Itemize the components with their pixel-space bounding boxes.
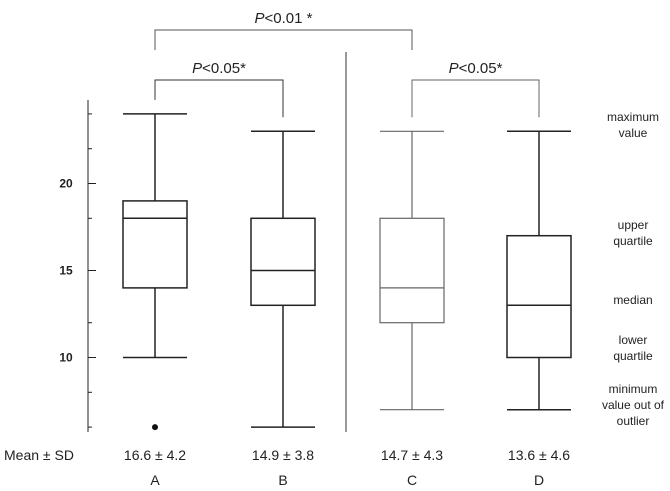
significance-threshold: <0.01 bbox=[265, 10, 307, 27]
annotation-line: value out of bbox=[602, 398, 665, 412]
significance-star: * bbox=[497, 60, 503, 77]
annotation-line: upper bbox=[618, 218, 649, 232]
annotation-line: median bbox=[613, 293, 652, 307]
box-B bbox=[250, 217, 316, 307]
annotation-line: value bbox=[619, 126, 648, 140]
annotation-4: lower quartile bbox=[613, 333, 653, 363]
category-label-A: A bbox=[150, 472, 160, 488]
y-tick-label: 20 bbox=[59, 177, 73, 191]
outlier-point-A bbox=[152, 424, 158, 431]
category-label-B: B bbox=[278, 472, 287, 488]
annotation-line: maximum bbox=[607, 110, 659, 124]
category-label-D: D bbox=[534, 472, 544, 488]
annotation-line: outlier bbox=[617, 414, 650, 428]
significance-bracket bbox=[411, 79, 540, 118]
stat-value-C: 14.7 ± 4.3 bbox=[381, 447, 443, 463]
significance-star: * bbox=[307, 10, 313, 27]
stat-value-D: 13.6 ± 4.6 bbox=[508, 447, 570, 463]
significance-threshold: <0.05 bbox=[202, 60, 240, 77]
box-A bbox=[122, 200, 188, 289]
significance-label: P<0.05* bbox=[449, 60, 503, 77]
stats-row-label: Mean ± SD bbox=[4, 447, 74, 463]
significance-bracket bbox=[154, 79, 284, 118]
significance-label: P<0.01 * bbox=[255, 10, 313, 27]
box-C bbox=[379, 217, 445, 324]
annotation-2: upper quartile bbox=[613, 218, 653, 248]
category-label-C: C bbox=[407, 472, 417, 488]
box-D bbox=[506, 234, 572, 359]
annotation-5: minimum value out of outlier bbox=[602, 382, 665, 428]
y-tick-label: 15 bbox=[59, 264, 73, 278]
significance-bracket bbox=[154, 29, 413, 50]
significance-star: * bbox=[240, 60, 246, 77]
annotation-1: maximum value bbox=[607, 110, 659, 140]
stat-value-A: 16.6 ± 4.2 bbox=[124, 447, 186, 463]
y-tick-label: 10 bbox=[59, 351, 73, 365]
annotation-line: minimum bbox=[609, 382, 658, 396]
significance-threshold: <0.05 bbox=[459, 60, 497, 77]
stat-value-B: 14.9 ± 3.8 bbox=[252, 447, 314, 463]
annotation-3: median bbox=[613, 293, 652, 307]
annotation-line: lower bbox=[619, 333, 648, 347]
significance-p: P bbox=[255, 10, 265, 27]
significance-p: P bbox=[449, 60, 459, 77]
significance-label: P<0.05* bbox=[192, 60, 246, 77]
significance-p: P bbox=[192, 60, 202, 77]
annotation-line: quartile bbox=[613, 234, 653, 248]
annotation-line: quartile bbox=[613, 349, 653, 363]
